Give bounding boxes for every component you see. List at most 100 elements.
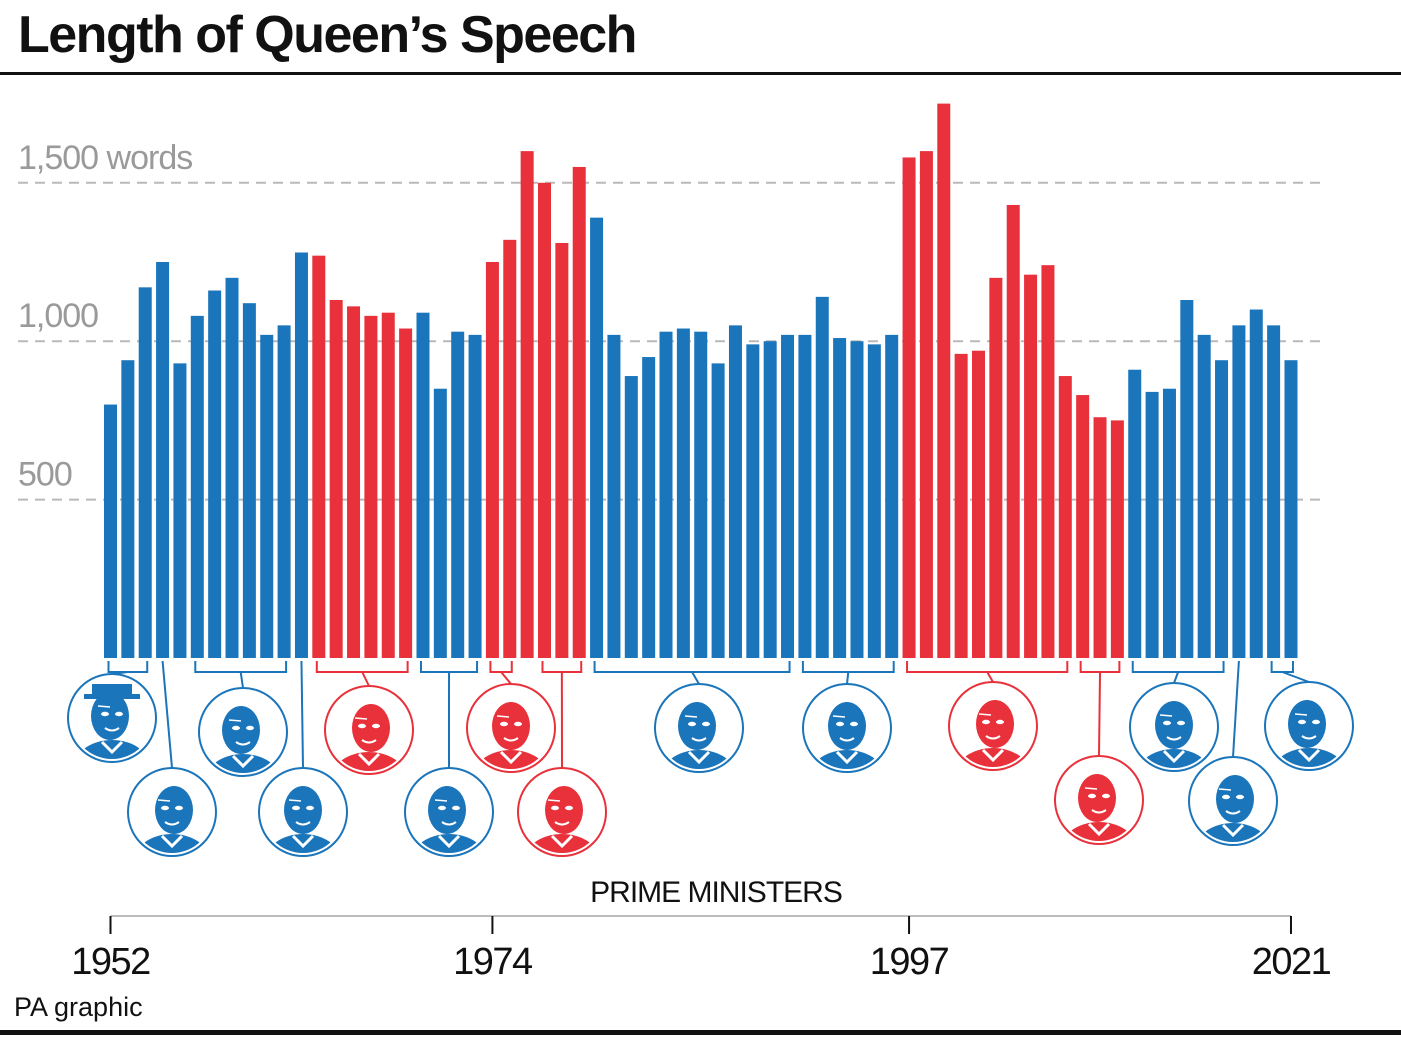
bar bbox=[728, 325, 742, 658]
bracket-stem bbox=[300, 660, 304, 769]
pm-portrait-blair bbox=[948, 681, 1038, 771]
portrait-eye bbox=[232, 725, 240, 731]
bar bbox=[746, 344, 760, 658]
bracket-line bbox=[906, 661, 1069, 673]
portrait-eye bbox=[246, 725, 254, 731]
bar bbox=[347, 306, 361, 658]
portrait-head bbox=[284, 786, 322, 834]
bar bbox=[1197, 334, 1211, 658]
bar bbox=[294, 252, 308, 658]
bar bbox=[763, 341, 777, 658]
pm-bracket bbox=[315, 661, 409, 687]
pm-portrait-douglas-home bbox=[258, 767, 348, 857]
portrait-eye bbox=[1163, 720, 1171, 726]
pm-portrait-brown bbox=[1054, 755, 1144, 845]
portrait-shoulders bbox=[136, 834, 208, 853]
pm-bracket bbox=[1079, 661, 1121, 757]
bracket-stem bbox=[1098, 671, 1102, 757]
portrait-eye bbox=[101, 711, 109, 717]
bar bbox=[1110, 420, 1124, 658]
portrait-eye bbox=[1088, 793, 1096, 799]
pm-portrait-johnson bbox=[1264, 681, 1354, 771]
y-tick-label: 1,000 bbox=[18, 297, 98, 335]
pm-bracket bbox=[593, 661, 791, 685]
bracket-line bbox=[489, 661, 513, 673]
portrait-eye bbox=[702, 721, 710, 727]
chart-title: Length of Queen’s Speech bbox=[18, 6, 637, 64]
portrait-mouth bbox=[441, 821, 457, 826]
bar bbox=[902, 157, 916, 658]
portrait-eye bbox=[1298, 719, 1306, 725]
bar bbox=[972, 350, 985, 658]
bar bbox=[173, 363, 187, 658]
portrait-collar bbox=[291, 834, 315, 849]
portrait-collar bbox=[437, 834, 461, 849]
bar bbox=[1284, 360, 1298, 658]
bar bbox=[781, 334, 795, 658]
bar bbox=[1249, 309, 1263, 658]
portrait-eye bbox=[1102, 793, 1110, 799]
portrait-head bbox=[352, 704, 390, 752]
title-rule bbox=[0, 72, 1401, 75]
pm-bracket bbox=[1131, 661, 1225, 684]
portrait-shoulders bbox=[333, 752, 405, 771]
portrait-collar bbox=[100, 740, 124, 755]
portrait-head bbox=[828, 702, 866, 750]
portrait-eye bbox=[836, 721, 844, 727]
bar bbox=[885, 334, 899, 658]
portrait-collar bbox=[499, 750, 523, 765]
bar bbox=[329, 300, 343, 658]
portrait-eye bbox=[500, 721, 508, 727]
bar bbox=[867, 344, 881, 658]
portrait-head bbox=[155, 786, 193, 834]
portrait-mouth bbox=[1301, 735, 1317, 740]
portrait-mouth bbox=[1225, 810, 1241, 815]
bar bbox=[989, 277, 1003, 658]
portrait-shoulders bbox=[475, 750, 547, 769]
bracket-line bbox=[194, 661, 288, 673]
bar bbox=[468, 334, 482, 658]
portrait-head bbox=[976, 700, 1014, 748]
portrait-mouth bbox=[691, 737, 707, 742]
portrait-collar bbox=[1162, 749, 1186, 764]
bar bbox=[1128, 369, 1142, 658]
portrait-hat-brim bbox=[84, 694, 140, 699]
bar bbox=[277, 325, 291, 658]
pm-brackets bbox=[107, 660, 1310, 769]
portrait-brow bbox=[288, 799, 302, 802]
bar bbox=[503, 239, 517, 658]
footer-rule bbox=[0, 1030, 1401, 1035]
bracket-stem bbox=[1232, 660, 1240, 758]
bar bbox=[659, 331, 673, 658]
portrait-head bbox=[428, 786, 466, 834]
portrait-collar bbox=[160, 834, 184, 849]
portrait-brow bbox=[1084, 787, 1098, 790]
pm-bracket bbox=[419, 661, 479, 769]
portrait-brow bbox=[228, 719, 242, 722]
portrait-shoulders bbox=[526, 834, 598, 853]
bar bbox=[590, 217, 604, 658]
bracket-stem bbox=[691, 671, 700, 685]
portrait-eye bbox=[358, 723, 366, 729]
bracket-line bbox=[593, 661, 791, 673]
bracket-line bbox=[541, 661, 583, 673]
portrait-mouth bbox=[1091, 809, 1107, 814]
pm-portrait-wilson-first bbox=[324, 685, 414, 775]
portrait-head bbox=[222, 706, 260, 754]
bracket-stem bbox=[161, 660, 173, 769]
pm-portrait-eden bbox=[127, 767, 217, 857]
portrait-eye bbox=[115, 711, 123, 717]
pm-bracket bbox=[1270, 661, 1310, 683]
bar bbox=[1180, 300, 1194, 658]
pm-portrait-thatcher bbox=[654, 683, 744, 773]
portrait-brow bbox=[496, 715, 510, 718]
portrait-brow bbox=[1159, 714, 1173, 717]
pm-bracket bbox=[194, 661, 288, 689]
bracket-line bbox=[107, 661, 149, 673]
bracket-line bbox=[1079, 661, 1121, 673]
portrait-shoulders bbox=[663, 750, 735, 769]
portrait-brow bbox=[547, 799, 561, 802]
x-tick-label: 1952 bbox=[71, 941, 150, 983]
bar bbox=[624, 376, 638, 658]
